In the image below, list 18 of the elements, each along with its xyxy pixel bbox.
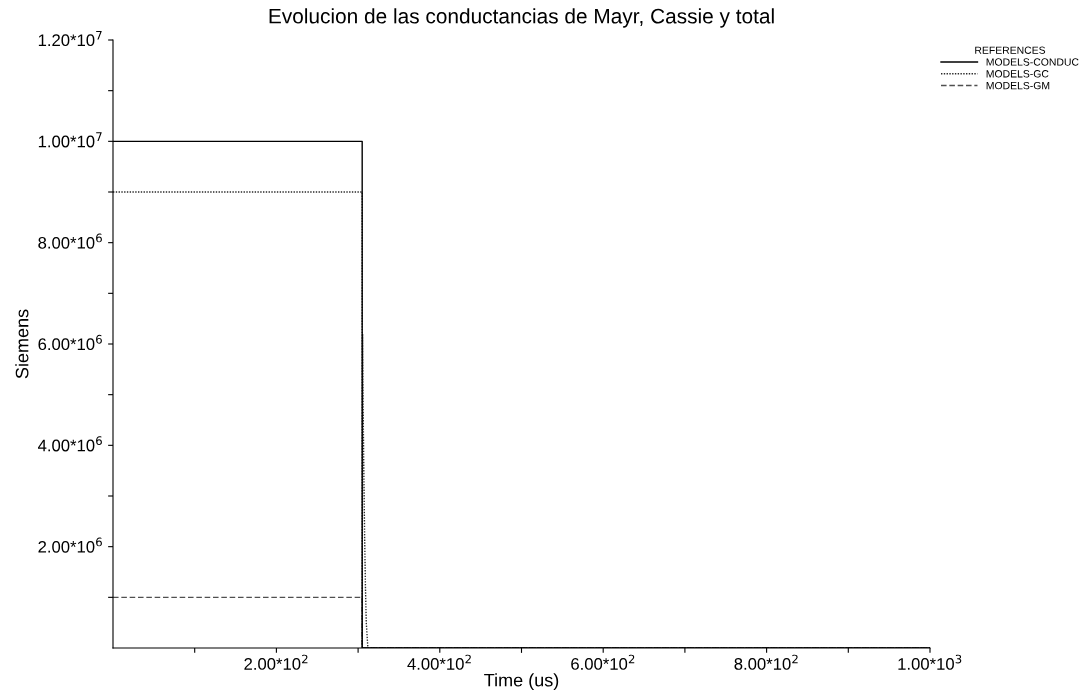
x-tick-label: 4.00*10$^{2}$ — [407, 654, 471, 670]
legend-title: REFERENCES — [975, 46, 1046, 54]
y-tick-label: 1.00*10$^{7}$ — [38, 132, 102, 148]
legend-label: MODELS-CONDUC — [986, 58, 1079, 66]
y-tick-label: 2.00*10$^{6}$ — [38, 537, 102, 553]
y-tick-label: 8.00*10$^{6}$ — [38, 233, 102, 249]
x-axis-title: Time (us) — [484, 673, 559, 691]
y-tick-label: 1.20*10$^{7}$ — [38, 31, 102, 47]
x-tick-label: 8.00*10$^{2}$ — [734, 654, 798, 670]
y-tick-label: 6.00*10$^{6}$ — [38, 334, 102, 351]
x-tick-label: 2.00*10$^{2}$ — [244, 654, 308, 670]
legend-label: MODELS-GM — [986, 81, 1050, 90]
x-tick-label: 6.00*10$^{2}$ — [571, 654, 635, 670]
y-tick-label: 4.00*10$^{6}$ — [37, 436, 102, 452]
chart-title: Evolucion de las conductancias de Mayr, Cassie y total — [269, 8, 774, 28]
y-axis-title: Siemens — [15, 309, 29, 379]
legend-label: MODELS-GC — [986, 70, 1049, 78]
x-tick-label: 1.00*10$^{3}$ — [898, 654, 962, 670]
